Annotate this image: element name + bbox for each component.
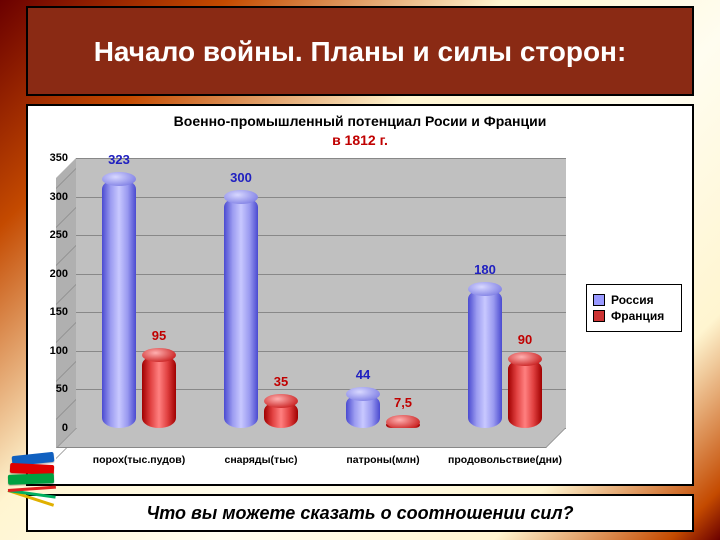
chart-3d-floor [56, 428, 566, 448]
y-tick-label: 50 [28, 383, 68, 395]
bar-value-label: 35 [274, 374, 288, 389]
x-tick-label: порох(тыс.пудов) [93, 454, 185, 466]
bar-france [142, 355, 176, 428]
question-panel: Что вы можете сказать о соотношении сил? [26, 494, 694, 532]
slide-header: Начало войны. Планы и силы сторон: [26, 6, 694, 96]
legend-label: Россия [611, 293, 654, 307]
legend-label: Франция [611, 309, 664, 323]
legend-item-russia: Россия [593, 293, 675, 307]
y-tick-label: 350 [28, 152, 68, 164]
y-tick-label: 150 [28, 306, 68, 318]
chart-panel: Военно-промышленный потенциал Росии и Фр… [26, 104, 694, 486]
gridline [76, 158, 566, 159]
bar-value-label: 300 [230, 170, 252, 185]
legend-item-france: Франция [593, 309, 675, 323]
bar-russia [468, 289, 502, 428]
gridline [76, 197, 566, 198]
bar-value-label: 323 [108, 152, 130, 167]
chart-plot-area: 3239530035447,518090 [76, 158, 566, 428]
y-tick-label: 100 [28, 345, 68, 357]
bar-value-label: 7,5 [394, 395, 412, 410]
legend-swatch [593, 310, 605, 322]
bar-value-label: 95 [152, 328, 166, 343]
y-tick-label: 250 [28, 229, 68, 241]
bar-value-label: 180 [474, 262, 496, 277]
legend-swatch [593, 294, 605, 306]
x-tick-label: снаряды(тыс) [225, 454, 298, 466]
bar-russia [346, 394, 380, 428]
chart-body: 323 95 300 35 44 7,5 180 90 0 50 100 150 200 250 300 3… [28, 154, 692, 484]
book-icon [8, 473, 54, 485]
y-tick-label: 0 [28, 422, 68, 434]
chart-title-line2: в 1812 г. [332, 132, 388, 148]
slide-title: Начало войны. Планы и силы сторон: [94, 34, 627, 69]
pencil-icon [8, 486, 56, 492]
bar-russia [224, 197, 258, 428]
chart-legend: Россия Франция [586, 284, 682, 332]
bar-france [508, 359, 542, 428]
bar-value-label: 44 [356, 367, 370, 382]
gridline [76, 235, 566, 236]
question-text: Что вы можете сказать о соотношении сил? [146, 503, 573, 524]
x-tick-label: патроны(млн) [346, 454, 419, 466]
x-tick-label: продовольствие(дни) [448, 454, 562, 466]
chart-title-line1: Военно-промышленный потенциал Росии и Фр… [174, 113, 547, 129]
bar-russia [102, 179, 136, 428]
books-decoration [6, 434, 64, 492]
bar-value-label: 90 [518, 332, 532, 347]
bar-france [264, 401, 298, 428]
y-tick-label: 200 [28, 268, 68, 280]
y-tick-label: 300 [28, 191, 68, 203]
chart-title: Военно-промышленный потенциал Росии и Фр… [28, 106, 692, 150]
